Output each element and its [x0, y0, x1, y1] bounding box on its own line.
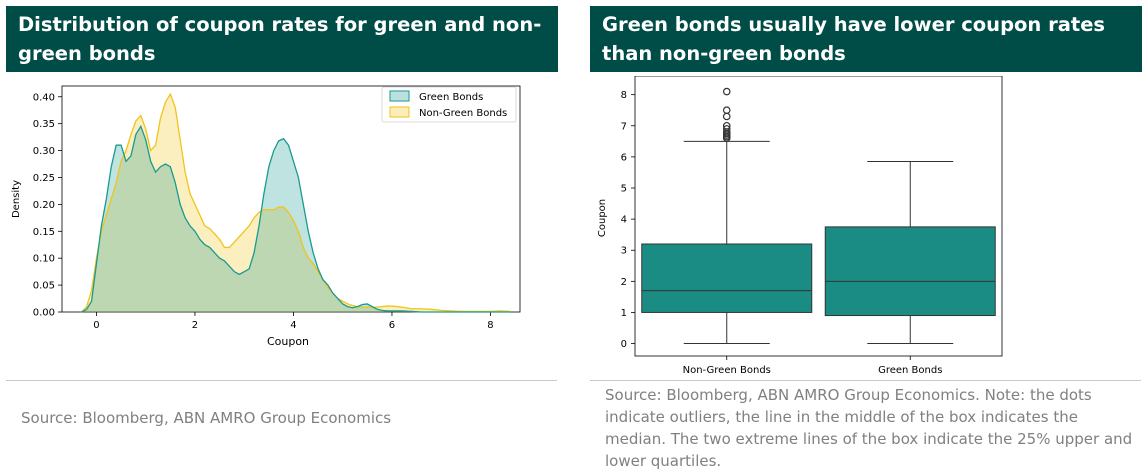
density-x-axis-label: Coupon — [267, 335, 309, 348]
outlier-point — [722, 112, 731, 121]
box-plot-frame — [634, 76, 1003, 357]
left-chart-title: Distribution of coupon rates for green a… — [6, 6, 558, 72]
legend-label-green-bonds: Green Bonds — [419, 92, 483, 103]
legend-swatch-non-green-bonds — [389, 106, 410, 118]
density-y-tick-label: 0.10 — [33, 254, 55, 265]
box-x-tick-label: Green Bonds — [878, 365, 942, 376]
density-x-tick-label: 0 — [93, 320, 99, 331]
outlier-point — [722, 87, 731, 96]
density-y-tick-label: 0.15 — [33, 227, 55, 238]
density-x-tick-label: 2 — [192, 320, 198, 331]
density-line-non-green-bonds — [81, 92, 511, 313]
right-chart-title: Green bonds usually have lower coupon ra… — [590, 6, 1142, 72]
box-y-tick-label: 1 — [621, 308, 627, 319]
density-y-axis-label: Density — [11, 180, 22, 218]
outlier-point — [722, 106, 731, 115]
outlier-point — [722, 125, 731, 133]
right-source-divider — [590, 380, 1141, 381]
box-green-bonds — [824, 226, 996, 317]
density-plot-frame — [61, 85, 521, 313]
density-area-non-green-bonds — [81, 94, 511, 312]
density-y-tick-label: 0.30 — [33, 146, 55, 157]
density-legend: Green Bonds Non-Green Bonds — [381, 86, 517, 123]
box-y-tick-label: 3 — [621, 246, 627, 257]
density-area-green-bonds — [81, 126, 511, 312]
density-y-tick-label: 0.05 — [33, 281, 55, 292]
density-chart: 0.00 0.05 0.10 0.15 0.20 0.25 0.30 0.35 0.40 0 2 4… — [11, 85, 521, 348]
density-x-tick-label: 4 — [290, 320, 296, 331]
density-y-tick-label: 0.35 — [33, 119, 55, 130]
box-y-tick-label: 4 — [621, 215, 627, 226]
density-x-tick-label: 6 — [389, 320, 395, 331]
left-source-note: Source: Bloomberg, ABN AMRO Group Econom… — [21, 409, 392, 427]
legend-swatch-green-bonds — [389, 90, 410, 102]
density-x-tick-label: 8 — [487, 320, 493, 331]
box-y-tick-label: 8 — [621, 90, 627, 101]
box-non-green-bonds — [641, 243, 813, 313]
density-y-tick-label: 0.20 — [33, 200, 55, 211]
box-y-tick-label: 6 — [621, 152, 627, 163]
density-y-tick-label: 0.40 — [33, 92, 55, 103]
left-source-divider — [6, 380, 557, 381]
right-source-note: Source: Bloomberg, ABN AMRO Group Econom… — [605, 386, 1133, 470]
box-y-tick-label: 0 — [621, 339, 627, 350]
outlier-point — [722, 121, 731, 130]
box-y-axis-label: Coupon — [597, 199, 608, 237]
box-y-tick-label: 5 — [621, 184, 627, 195]
density-y-tick-label: 0.00 — [33, 308, 55, 319]
box-x-tick-label: Non-Green Bonds — [683, 365, 771, 376]
legend-label-non-green-bonds: Non-Green Bonds — [419, 108, 507, 119]
box-y-tick-label: 7 — [621, 121, 627, 132]
density-y-tick-label: 0.25 — [33, 173, 55, 184]
box-plot-chart: 0 1 2 3 4 5 6 7 8 Non-Green Bonds Green Bonds Cou… — [597, 76, 1003, 376]
box-y-tick-label: 2 — [621, 277, 627, 288]
density-line-green-bonds — [81, 124, 511, 313]
